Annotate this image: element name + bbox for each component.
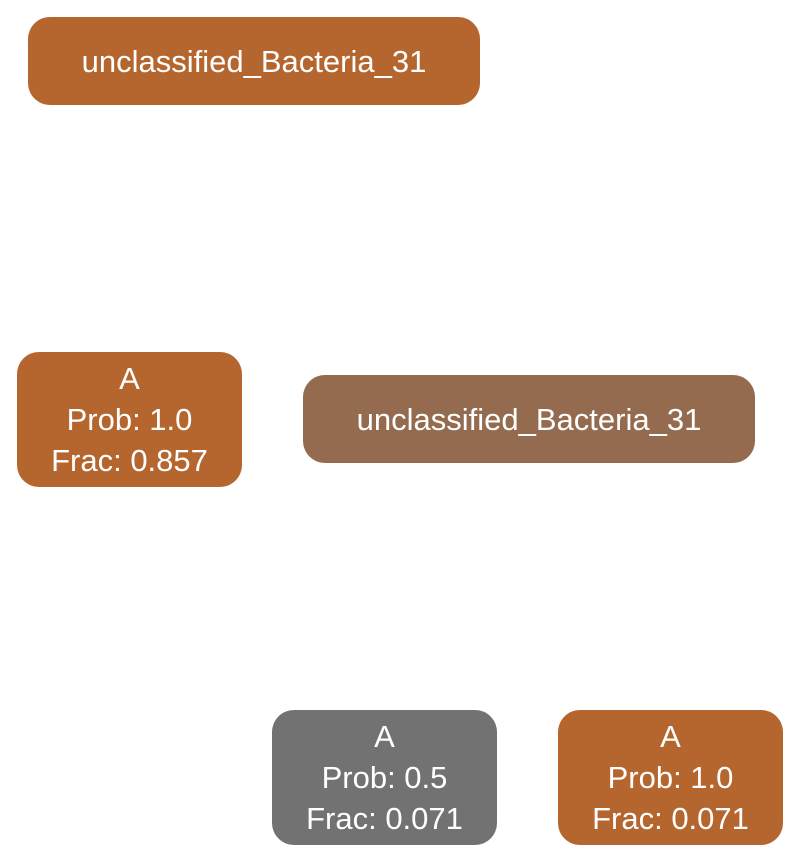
state-prob: Prob: 1.0: [607, 760, 734, 795]
state-name: A: [374, 719, 395, 754]
state-node-a1: A Prob: 1.0 Frac: 0.857: [17, 352, 242, 487]
taxon-label: unclassified_Bacteria_31: [81, 43, 427, 79]
state-frac: Frac: 0.071: [592, 801, 749, 836]
taxon-label: unclassified_Bacteria_31: [356, 401, 702, 437]
state-frac: Frac: 0.857: [51, 443, 208, 478]
taxon-node-child: unclassified_Bacteria_31: [303, 375, 755, 463]
state-node-a3: A Prob: 1.0 Frac: 0.071: [558, 710, 783, 845]
state-prob: Prob: 0.5: [321, 760, 448, 795]
state-node-a2: A Prob: 0.5 Frac: 0.071: [272, 710, 497, 845]
state-name: A: [660, 719, 681, 754]
state-name: A: [119, 361, 140, 396]
taxon-node-root: unclassified_Bacteria_31: [28, 17, 480, 105]
state-prob: Prob: 1.0: [66, 402, 193, 437]
state-frac: Frac: 0.071: [306, 801, 463, 836]
